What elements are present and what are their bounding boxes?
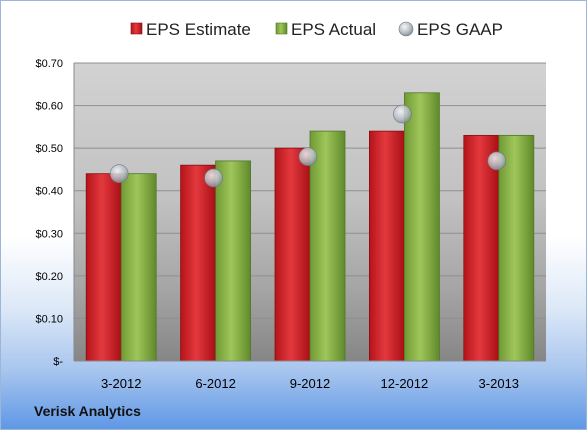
legend-label: EPS GAAP xyxy=(417,20,503,39)
marker-eps-gaap xyxy=(298,147,318,166)
legend-swatch xyxy=(398,21,414,37)
bar-eps-estimate xyxy=(85,173,122,362)
bar-eps-actual xyxy=(498,134,535,362)
x-tick-label: 12-2012 xyxy=(381,376,429,391)
bar-eps-actual xyxy=(403,92,440,362)
y-tick-label: $0.60 xyxy=(35,101,63,113)
marker-eps-gaap xyxy=(393,104,412,124)
x-tick-label: 3-2012 xyxy=(101,376,141,391)
y-tick-label: $0.20 xyxy=(35,271,63,283)
bar-eps-estimate xyxy=(368,130,405,362)
y-tick-label: $0.50 xyxy=(35,143,63,155)
marker-eps-gaap xyxy=(204,168,223,188)
y-tick-label: $0.10 xyxy=(35,313,63,325)
bar-eps-estimate xyxy=(180,164,217,362)
y-tick-label: $- xyxy=(53,356,63,368)
legend-label: EPS Actual xyxy=(291,20,376,39)
x-tick-label: 9-2012 xyxy=(290,376,330,391)
x-tick-label: 6-2012 xyxy=(195,376,235,391)
y-tick-label: $0.70 xyxy=(35,58,63,70)
legend-swatch xyxy=(130,22,143,35)
bar-eps-actual xyxy=(215,160,252,362)
chart-legend: EPS Estimate EPS Actual EPS GAAP xyxy=(130,20,503,39)
bar-eps-actual xyxy=(309,130,346,362)
marker-eps-gaap xyxy=(487,151,507,171)
x-tick-label: 3-2013 xyxy=(479,376,519,391)
y-tick-label: $0.40 xyxy=(35,186,63,198)
company-name: Verisk Analytics xyxy=(34,403,141,419)
bar-eps-estimate xyxy=(274,147,311,362)
marker-eps-gaap xyxy=(109,164,129,183)
y-tick-label: $0.30 xyxy=(35,228,63,240)
bar-eps-estimate xyxy=(463,134,500,362)
bar-eps-actual xyxy=(120,173,157,362)
legend-label: EPS Estimate xyxy=(146,20,251,39)
legend-swatch xyxy=(275,22,288,35)
